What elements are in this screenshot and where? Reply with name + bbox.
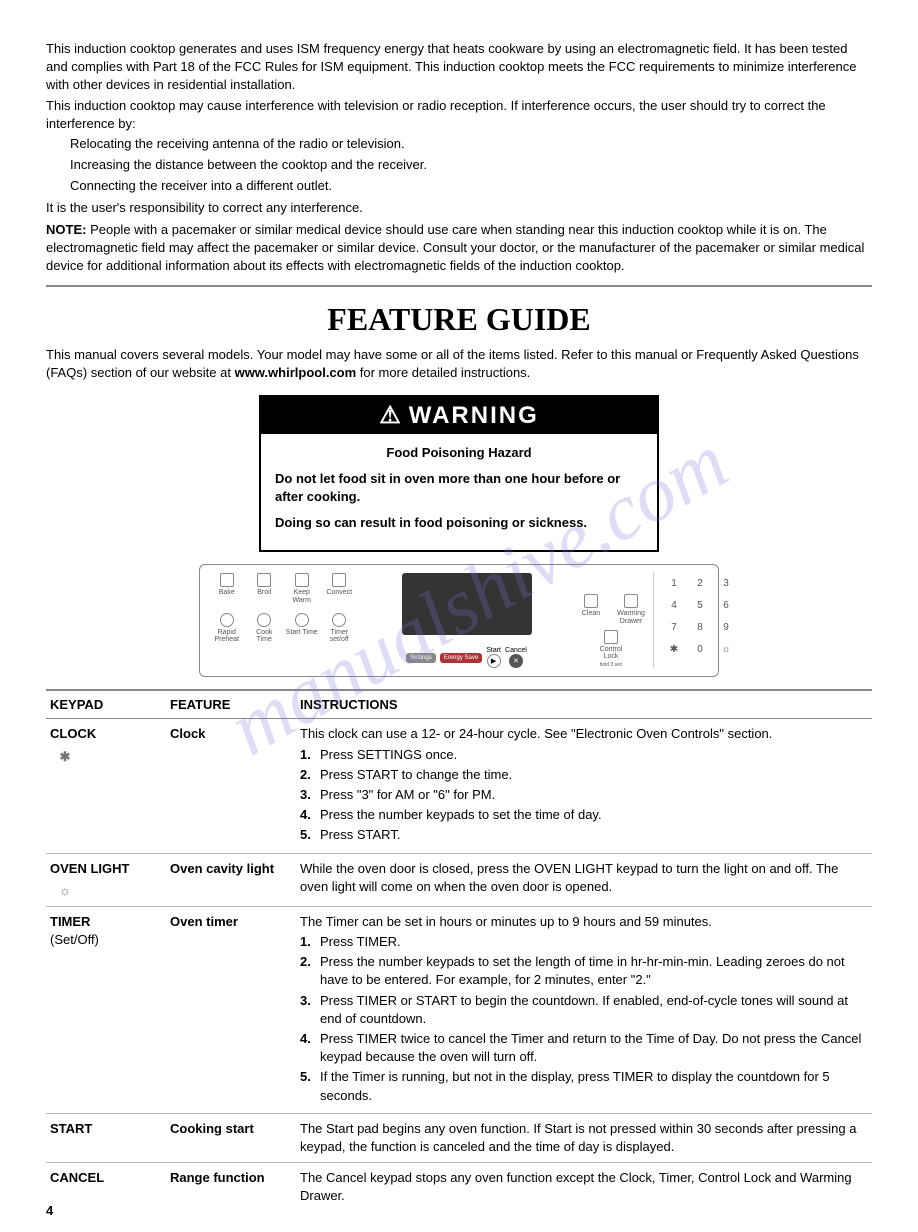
keypad-8: 8 (688, 617, 712, 637)
start-time-label: Start Time (286, 629, 318, 637)
lock-label: Control Lock (595, 646, 627, 661)
subtitle-url: www.whirlpool.com (235, 365, 357, 380)
cook-time-button: Cook Time (248, 613, 280, 644)
th-feature: FEATURE (166, 690, 296, 719)
hold-label: hold 3 sec (600, 663, 623, 669)
instructions-cell: While the oven door is closed, press the… (296, 853, 872, 906)
control-lock-button: Control Lock hold 3 sec (595, 630, 627, 669)
feature-cell: Oven timer (166, 906, 296, 1113)
intro-p2: This induction cooktop may cause interfe… (46, 97, 872, 133)
bake-label: Bake (219, 589, 235, 597)
warning-line1: Do not let food sit in oven more than on… (275, 470, 643, 506)
feature-guide-subtitle: This manual covers several models. Your … (46, 346, 872, 382)
keep-warm-label: Keep Warm (286, 589, 318, 604)
rapid-preheat-button: Rapid Preheat (211, 613, 243, 644)
keypad-clock-icon: ✱ (662, 639, 686, 659)
warning-hazard: Food Poisoning Hazard (275, 444, 643, 462)
intro-bullet-3: Connecting the receiver into a different… (70, 177, 872, 195)
keypad-6: 6 (714, 595, 738, 615)
feature-cell: Clock (166, 719, 296, 853)
keep-warm-button: Keep Warm (286, 573, 318, 604)
clean-label: Clean (582, 610, 600, 618)
warning-box: WARNING Food Poisoning Hazard Do not let… (259, 395, 659, 553)
table-row: TIMER(Set/Off)Oven timerThe Timer can be… (46, 906, 872, 1113)
note-label: NOTE: (46, 222, 86, 237)
subtitle-b: for more detailed instructions. (356, 365, 530, 380)
cancel-button: ✕ (509, 654, 523, 668)
cancel-label: Cancel (505, 647, 527, 654)
page-number: 4 (46, 1203, 53, 1218)
instructions-cell: The Start pad begins any oven function. … (296, 1113, 872, 1162)
th-keypad: KEYPAD (46, 690, 166, 719)
instructions-cell: The Timer can be set in hours or minutes… (296, 906, 872, 1113)
keypad-cell: START (46, 1113, 166, 1162)
keypad-0: 0 (688, 639, 712, 659)
instructions-cell: The Cancel keypad stops any oven functio… (296, 1163, 872, 1212)
keypad-1: 1 (662, 573, 686, 593)
keypad-7: 7 (662, 617, 686, 637)
keypad-light-icon: ☼ (714, 639, 738, 659)
feature-guide-title: FEATURE GUIDE (46, 301, 872, 338)
energy-pill: Energy Save (440, 653, 482, 663)
table-row: STARTCooking startThe Start pad begins a… (46, 1113, 872, 1162)
intro-p1: This induction cooktop generates and use… (46, 40, 872, 95)
divider (46, 285, 872, 287)
timer-setoff-label: Timer set/off (323, 629, 355, 644)
intro-note: NOTE: People with a pacemaker or similar… (46, 221, 872, 276)
table-row: OVEN LIGHT☼Oven cavity lightWhile the ov… (46, 853, 872, 906)
keypad-3: 3 (714, 573, 738, 593)
feature-cell: Cooking start (166, 1113, 296, 1162)
timer-setoff-button: Timer set/off (323, 613, 355, 644)
control-panel: Bake Broil Keep Warm Convect Rapid Prehe… (199, 564, 719, 677)
keypad-9: 9 (714, 617, 738, 637)
broil-button: Broil (248, 573, 280, 604)
oven-display (402, 573, 532, 635)
th-instructions: INSTRUCTIONS (296, 690, 872, 719)
bake-button: Bake (211, 573, 243, 604)
keypad-cell: CLOCK✱ (46, 719, 166, 853)
number-keypad: 1 2 3 4 5 6 7 8 9 ✱ 0 ☼ (653, 573, 738, 668)
keypad-cell: OVEN LIGHT☼ (46, 853, 166, 906)
start-label: Start (486, 647, 501, 654)
warming-drawer-button: Warming Drawer (615, 594, 647, 625)
start-button: ▶ (487, 654, 501, 668)
start-time-button: Start Time (286, 613, 318, 644)
table-row: CANCELRange functionThe Cancel keypad st… (46, 1163, 872, 1212)
keypad-5: 5 (688, 595, 712, 615)
feature-table: KEYPAD FEATURE INSTRUCTIONS CLOCK✱ClockT… (46, 689, 872, 1211)
feature-cell: Oven cavity light (166, 853, 296, 906)
clean-button: Clean (575, 594, 607, 625)
table-row: CLOCK✱ClockThis clock can use a 12- or 2… (46, 719, 872, 853)
keypad-cell: CANCEL (46, 1163, 166, 1212)
intro-bullet-1: Relocating the receiving antenna of the … (70, 135, 872, 153)
keypad-2: 2 (688, 573, 712, 593)
keypad-cell: TIMER(Set/Off) (46, 906, 166, 1113)
convect-label: Convect (326, 589, 352, 597)
rapid-preheat-label: Rapid Preheat (211, 629, 243, 644)
warming-label: Warming Drawer (615, 610, 647, 625)
warning-line2: Doing so can result in food poisoning or… (275, 514, 643, 532)
warning-header: WARNING (261, 397, 657, 434)
keypad-4: 4 (662, 595, 686, 615)
intro-p3: It is the user's responsibility to corre… (46, 199, 872, 217)
intro-bullet-2: Increasing the distance between the cook… (70, 156, 872, 174)
feature-cell: Range function (166, 1163, 296, 1212)
cook-time-label: Cook Time (248, 629, 280, 644)
settings-pill: Settings (406, 653, 436, 663)
instructions-cell: This clock can use a 12- or 24-hour cycl… (296, 719, 872, 853)
broil-label: Broil (257, 589, 271, 597)
convect-button: Convect (323, 573, 355, 604)
note-text: People with a pacemaker or similar medic… (46, 222, 864, 273)
warning-body: Food Poisoning Hazard Do not let food si… (261, 434, 657, 551)
